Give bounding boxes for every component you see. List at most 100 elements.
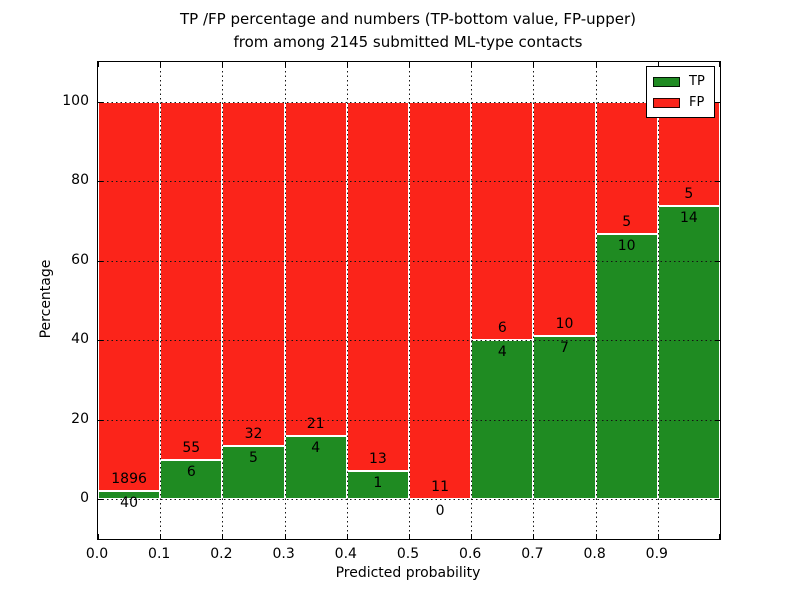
x-tick-bottom — [657, 534, 659, 539]
fp-count-label-7: 10 — [555, 315, 574, 332]
x-tick-label-0.8: 0.8 — [583, 546, 606, 562]
tp-count-label-0: 40 — [120, 495, 139, 512]
y-gridline-40 — [98, 340, 720, 342]
y-tick-right — [715, 419, 720, 421]
tp-count-label-1: 6 — [186, 464, 196, 481]
tp-count-label-8: 10 — [617, 238, 636, 255]
chart-title: TP /FP percentage and numbers (TP-bottom… — [180, 8, 636, 54]
y-tick-right — [715, 101, 720, 103]
fp-color-swatch — [653, 97, 680, 108]
x-tick-top — [409, 62, 410, 67]
y-tick-label-20: 20 — [71, 410, 89, 427]
y-tick-label-100: 100 — [62, 92, 89, 109]
x-tick-top — [471, 62, 473, 67]
y-tick-left — [98, 499, 103, 501]
legend-label-fp: FP — [689, 94, 705, 110]
x-tick-top — [719, 62, 720, 67]
y-axis-label: Percentage — [38, 259, 54, 339]
bar-segment-fp-2 — [222, 101, 285, 446]
y-tick-left — [98, 340, 103, 342]
x-tick-top — [98, 62, 99, 67]
y-gridline-20 — [98, 419, 720, 421]
y-gridline-60 — [98, 260, 720, 262]
x-tick-label-0.9: 0.9 — [645, 546, 668, 562]
x-tick-bottom — [595, 534, 597, 539]
y-tick-right — [715, 499, 720, 501]
x-tick-bottom — [98, 534, 99, 539]
x-axis-label: Predicted probability — [335, 565, 481, 581]
x-tick-bottom — [409, 534, 410, 539]
y-gridline-80 — [98, 181, 720, 183]
y-tick-left — [98, 101, 103, 103]
y-tick-label-60: 60 — [71, 251, 89, 268]
fp-count-label-4: 13 — [368, 450, 387, 467]
x-gridline-0.1 — [160, 62, 162, 539]
legend-label-tp: TP — [689, 73, 705, 89]
bar-segment-tp-3 — [284, 435, 347, 500]
x-gridline-0.8 — [595, 62, 597, 539]
tp-count-label-2: 5 — [249, 449, 258, 466]
bar-segment-fp-9 — [657, 101, 720, 207]
x-gridline-0.3 — [284, 62, 286, 539]
x-tick-top — [346, 62, 348, 67]
bar-segment-fp-7 — [533, 101, 596, 336]
bar-segment-fp-8 — [595, 101, 658, 235]
bar-segment-tp-7 — [533, 335, 596, 500]
bar-segment-fp-3 — [284, 101, 347, 436]
x-tick-top — [657, 62, 659, 67]
y-tick-left — [98, 181, 103, 183]
y-gridline-0 — [98, 499, 720, 501]
bar-segment-fp-6 — [471, 101, 534, 341]
x-tick-bottom — [284, 534, 286, 539]
x-tick-label-0.1: 0.1 — [148, 546, 171, 562]
tp-count-label-9: 14 — [679, 210, 698, 227]
fp-count-label-2: 32 — [244, 425, 263, 442]
x-tick-bottom — [222, 534, 224, 539]
x-tick-top — [160, 62, 162, 67]
legend-entry-tp: TP — [653, 71, 707, 92]
x-tick-bottom — [719, 534, 720, 539]
fp-count-label-1: 55 — [182, 440, 201, 457]
x-tick-top — [222, 62, 224, 67]
x-tick-label-0.0: 0.0 — [85, 546, 109, 562]
bar-segment-fp-1 — [160, 101, 223, 461]
y-gridline-100 — [98, 101, 720, 103]
fp-count-label-5: 11 — [431, 479, 450, 496]
y-tick-label-40: 40 — [71, 331, 89, 348]
x-tick-top — [284, 62, 286, 67]
fp-count-label-8: 5 — [622, 214, 632, 231]
x-tick-bottom — [346, 534, 348, 539]
x-gridline-0.2 — [222, 62, 224, 539]
tp-count-label-6: 4 — [497, 344, 507, 361]
chart-title-line1: TP /FP percentage and numbers (TP-bottom… — [180, 10, 636, 28]
bar-segment-tp-1 — [160, 460, 223, 500]
fp-count-label-9: 5 — [684, 186, 694, 203]
x-gridline-0.7 — [533, 62, 535, 539]
x-gridline-0.6 — [471, 62, 473, 539]
y-tick-right — [715, 340, 720, 342]
x-tick-label-0.4: 0.4 — [334, 546, 357, 562]
x-tick-bottom — [533, 534, 535, 539]
fp-count-label-3: 21 — [306, 415, 325, 432]
y-tick-label-80: 80 — [71, 172, 89, 189]
bar-segment-fp-0 — [98, 101, 161, 492]
tp-count-label-3: 4 — [311, 439, 321, 456]
x-tick-label-0.2: 0.2 — [210, 546, 233, 562]
y-tick-right — [715, 181, 720, 183]
tp-count-label-7: 7 — [560, 339, 569, 356]
y-tick-label-0: 0 — [80, 490, 89, 507]
legend: TP FP — [646, 66, 715, 118]
plot-area: 1896 40 55 6 32 5 21 4 13 1 11 0 6 4 10 7 5 10 5 14 — [97, 61, 721, 540]
tp-count-label-4: 1 — [373, 474, 383, 491]
bar-segment-tp-4 — [346, 470, 409, 500]
legend-entry-fp: FP — [653, 92, 707, 113]
x-tick-label-0.7: 0.7 — [521, 546, 544, 562]
x-gridline-0.9 — [657, 62, 659, 539]
x-tick-top — [595, 62, 597, 67]
x-tick-label-0.5: 0.5 — [396, 546, 420, 562]
bar-segment-fp-4 — [346, 101, 409, 471]
x-tick-bottom — [471, 534, 473, 539]
x-tick-label-0.6: 0.6 — [459, 546, 482, 562]
tp-color-swatch — [653, 76, 680, 87]
